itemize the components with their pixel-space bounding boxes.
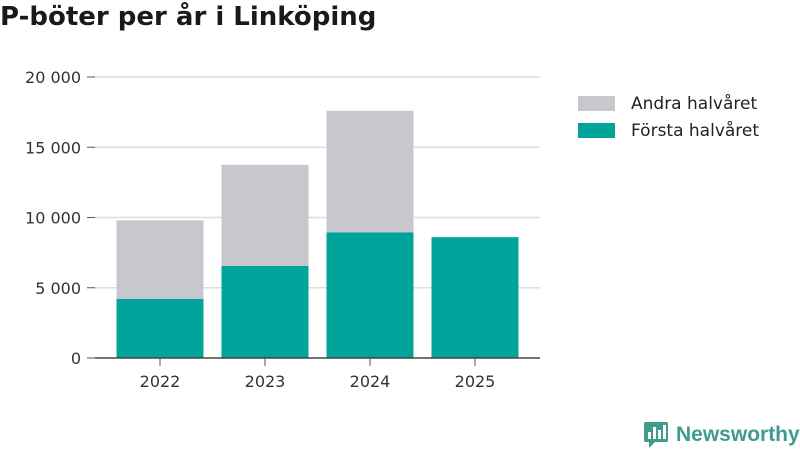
legend-label: Andra halvåret bbox=[631, 93, 758, 114]
chart-title: P-böter per år i Linköping bbox=[0, 2, 377, 32]
newsworthy-chart-icon bbox=[644, 422, 668, 448]
bar-f-rsta-halv-ret-2022 bbox=[116, 298, 204, 358]
brand-logo: Newsworthy bbox=[643, 420, 800, 450]
legend-swatch bbox=[578, 96, 615, 111]
legend-label: Första halvåret bbox=[631, 120, 760, 141]
bar-f-rsta-halv-ret-2025 bbox=[431, 237, 519, 358]
legend-swatch bbox=[578, 123, 615, 138]
x-tick-label: 2024 bbox=[350, 372, 391, 391]
bar-chart: 0 5 000 10 000 15 000 20 000 2022 2023 2024 2025 bbox=[25, 68, 540, 391]
bars bbox=[116, 110, 519, 358]
y-tick-label: 10 000 bbox=[25, 209, 81, 228]
bar-andra-halv-ret-2023 bbox=[221, 164, 309, 266]
brand-name: Newsworthy bbox=[676, 423, 800, 446]
bar-andra-halv-ret-2022 bbox=[116, 220, 204, 299]
legend-item-andra-halvaret: Andra halvåret bbox=[578, 90, 759, 117]
y-tick-label: 5 000 bbox=[35, 279, 81, 298]
y-tick-label: 0 bbox=[71, 349, 81, 368]
x-tick-label: 2022 bbox=[140, 372, 181, 391]
legend-item-forsta-halvaret: Första halvåret bbox=[578, 117, 759, 144]
bar-f-rsta-halv-ret-2023 bbox=[221, 265, 309, 358]
y-tick-label: 15 000 bbox=[25, 138, 81, 157]
legend: Andra halvåret Första halvåret bbox=[578, 90, 759, 144]
axes: 0 5 000 10 000 15 000 20 000 2022 2023 2024 2025 bbox=[25, 68, 540, 391]
x-tick-label: 2023 bbox=[245, 372, 286, 391]
bar-andra-halv-ret-2024 bbox=[326, 110, 414, 233]
x-tick-label: 2025 bbox=[455, 372, 496, 391]
y-tick-label: 20 000 bbox=[25, 68, 81, 87]
bar-f-rsta-halv-ret-2024 bbox=[326, 232, 414, 358]
